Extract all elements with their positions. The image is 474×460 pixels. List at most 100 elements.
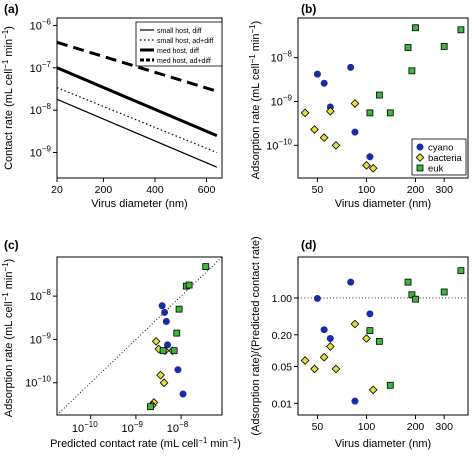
panel-a-xtick-label: 400: [146, 184, 164, 196]
panel-b-legend-marker: [415, 153, 425, 162]
panel-b-label: (b): [301, 2, 316, 16]
panel-b-point-cyano: [347, 63, 355, 71]
panel-a-ytick-label: 10−9: [30, 145, 52, 160]
panel-c-point-cyano: [158, 302, 166, 310]
panel-c-point-bacteria: [156, 370, 165, 380]
panel-b-point-euk: [404, 44, 412, 51]
panel-c-ytick-label: 10−8: [30, 288, 52, 303]
panel-b-point-euk: [412, 24, 419, 32]
panel-d-frame: [297, 256, 469, 416]
panel-d-label: (d): [301, 238, 316, 252]
panel-d-xlabel: Virus diameter (nm): [335, 438, 431, 450]
panel-a-legend-label: med host, ad+diff: [157, 58, 211, 65]
panel-c-point-euk: [147, 403, 154, 411]
panel-d-point-bacteria: [310, 364, 319, 374]
panel-a-xtick-label: 200: [95, 184, 113, 196]
panel-b-point-cyano: [351, 128, 359, 136]
panel-b-xtick-label: 50: [312, 184, 324, 196]
panel-d-ytick-label: 0.20: [272, 330, 293, 342]
panel-b-point-bacteria: [310, 125, 319, 134]
panel-d-ytick-label: 0.01: [272, 398, 293, 410]
panel-b: (b) 50 100 200 300 10−10 10−9 10−8 cyanobacteria…: [248, 2, 469, 210]
panel-a-xtick-label: 20: [51, 184, 63, 196]
panel-c-label: (c): [4, 238, 19, 252]
panel-b-legend-label: cyano: [428, 143, 453, 154]
panel-a-series-line: [56, 40, 218, 93]
panel-c-point-euk: [202, 263, 210, 271]
panel-c-point-cyano: [161, 308, 169, 316]
panel-d-ytick-label: 0.05: [272, 362, 293, 374]
panel-b-frame: [297, 17, 469, 179]
panel-d-xtick-label: 200: [407, 421, 425, 433]
panel-b-legend-marker: [416, 143, 424, 151]
panel-b-legend-label: bacteria: [428, 153, 463, 164]
panel-a-xlabel: Virus diameter (nm): [91, 198, 187, 210]
panel-a-ytick-label: 10−6: [30, 17, 52, 32]
panel-a-legend-label: small host, ad+diff: [157, 38, 214, 45]
panel-d-point-bacteria: [319, 352, 329, 362]
panel-a-frame: [56, 17, 223, 179]
panel-c-reference-line: [56, 256, 223, 416]
panel-c-xtick-label: 10−9: [122, 420, 144, 435]
panel-d-xtick-label: 300: [435, 421, 453, 433]
panel-a-ylabel: Contact rate (mL cell−1 min−1): [1, 26, 15, 170]
panel-a-legend: small host, diff small host, ad+diff med h…: [135, 21, 223, 67]
panel-a-ytick-label: 10−7: [30, 60, 52, 75]
panel-c-point-bacteria: [159, 378, 169, 388]
panel-b-legend-marker: [416, 164, 424, 172]
panel-a-xtick-label: 600: [198, 184, 216, 196]
panel-b-ylabel: Adsorption rate (mL cell−1 min−1): [248, 21, 262, 179]
panel-b-point-bacteria: [300, 108, 310, 118]
panel-d-point-euk: [412, 295, 419, 303]
panel-c-point-euk: [173, 329, 181, 337]
panel-d-point-cyano: [313, 294, 321, 302]
panel-b-point-euk: [386, 109, 394, 117]
panel-d-point-bacteria: [325, 342, 335, 351]
panel-a-ytick-label: 10−8: [30, 102, 52, 117]
panel-b-point-euk: [457, 26, 465, 34]
panel-c-point-euk: [185, 281, 193, 289]
panel-d-point-cyano: [366, 310, 374, 318]
panel-b-xtick-label: 200: [407, 184, 425, 196]
panel-a-label: (a): [4, 2, 19, 16]
panel-d-point-cyano: [347, 278, 355, 286]
panel-b-point-cyano: [320, 79, 328, 87]
panel-d-point-euk: [457, 267, 465, 275]
panel-c-point-euk: [175, 305, 183, 313]
panel-b-point-bacteria: [325, 106, 335, 116]
panel-a-legend-label: med host, diff: [157, 48, 199, 55]
panel-b-xtick-label: 100: [358, 184, 376, 196]
panel-c-point-cyano: [179, 390, 187, 398]
panel-d: (d) 50 100 200 300 0.01 0.05 0.20 1.00 Virus diam…: [250, 236, 469, 450]
panel-d-xtick-label: 50: [312, 421, 324, 433]
panel-d-point-cyano: [326, 335, 334, 343]
panel-b-point-euk: [408, 67, 416, 75]
panel-d-xtick-label: 100: [358, 421, 376, 433]
panel-d-point-euk: [386, 381, 394, 389]
panel-b-ytick-label: 10−9: [271, 93, 293, 108]
panel-b-point-euk: [440, 43, 448, 50]
panel-c-point-euk: [170, 347, 178, 355]
panel-c-ytick-label: 10−9: [30, 331, 52, 346]
panel-b-legend-label: euk: [428, 164, 444, 175]
panel-b-xlabel: Virus diameter (nm): [335, 198, 431, 210]
panel-a-series-line: [56, 87, 218, 154]
panel-c-xlabel: Predicted contact rate (mL cell−1 min−1): [50, 436, 241, 450]
panel-a-legend-label: small host, diff: [157, 28, 202, 35]
panel-b-point-bacteria: [350, 99, 360, 108]
panel-d-point-euk: [375, 337, 383, 345]
panel-d-point-bacteria: [350, 319, 360, 329]
panel-d-point-cyano: [351, 397, 359, 405]
panel-d-point-cyano: [320, 326, 328, 334]
panel-b-ytick-label: 10−10: [266, 137, 292, 152]
panel-b-point-cyano: [366, 153, 374, 161]
panel-a: (a) 20 200 400 600 10−9 10−8 10−7 10−6 small host…: [1, 2, 223, 210]
panel-c-point-cyano: [162, 317, 170, 325]
panel-b-xtick-label: 300: [435, 184, 453, 196]
panel-a-series-line: [56, 98, 218, 168]
panel-d-point-euk: [440, 288, 448, 296]
panel-c-xtick-label: 10−8: [167, 420, 189, 435]
